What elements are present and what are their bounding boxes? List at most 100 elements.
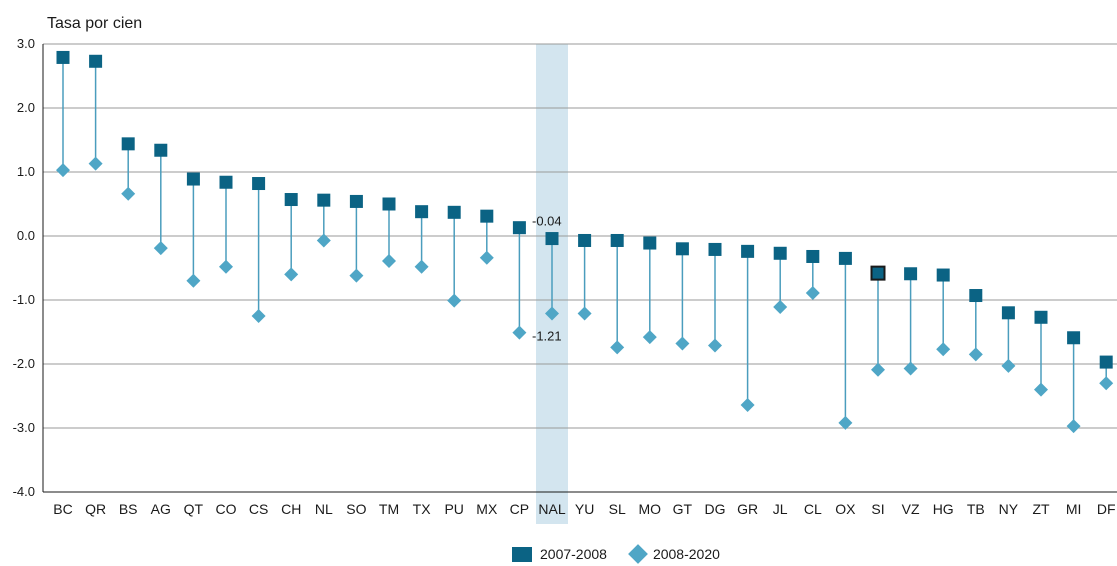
y-tick-label: -2.0	[13, 356, 35, 371]
marker-2007-2008	[773, 246, 787, 260]
marker-2007-2008	[708, 242, 722, 256]
marker-2007-2008	[1099, 355, 1113, 369]
x-tick-label: AG	[151, 501, 171, 517]
marker-2008-2020	[577, 306, 592, 321]
y-tick-label: 0.0	[17, 228, 35, 243]
marker-2007-2008	[578, 233, 592, 247]
marker-2007-2008	[969, 289, 983, 303]
y-tick-label: 1.0	[17, 164, 35, 179]
stems	[62, 57, 1107, 427]
marker-2008-2020	[414, 259, 429, 274]
x-tick-label: VZ	[902, 501, 920, 517]
x-tick-label: SL	[609, 501, 626, 517]
marker-2008-2020	[936, 342, 951, 357]
marker-2008-2020	[121, 186, 136, 201]
x-tick-label: NAL	[538, 501, 565, 517]
marker-2007-2008	[415, 205, 429, 219]
marker-2007-2008	[904, 267, 918, 281]
x-tick-label: NL	[315, 501, 333, 517]
data-labels: -0.04 -1.21	[532, 214, 562, 344]
data-label: -0.04	[532, 214, 562, 229]
marker-2008-2020	[88, 156, 103, 171]
x-tick-label: MI	[1066, 501, 1082, 517]
marker-2008-2020	[773, 300, 788, 315]
marker-2007-2008	[382, 197, 396, 211]
marker-2007-2008	[1001, 306, 1015, 320]
marker-2007-2008	[317, 193, 331, 207]
marker-2008-2020	[56, 163, 70, 178]
x-tick-label: JL	[773, 501, 788, 517]
x-tick-label: SI	[871, 501, 884, 517]
x-tick-label: CS	[249, 501, 268, 517]
marker-2008-2020	[805, 285, 820, 300]
legend-item-2008-2020: 2008-2020	[627, 544, 720, 564]
legend: 2007-2008 2008-2020	[512, 544, 740, 564]
x-tick-label: QT	[184, 501, 204, 517]
x-tick-label: TB	[967, 501, 985, 517]
marker-2008-2020	[479, 250, 494, 265]
marker-2008-2020	[382, 253, 396, 268]
x-tick-label: GR	[737, 501, 758, 517]
x-tick-label: YU	[575, 501, 594, 517]
marker-2008-2020	[871, 362, 885, 377]
markers	[56, 50, 1114, 434]
x-tick-label: TM	[379, 501, 399, 517]
gridlines	[42, 43, 1117, 493]
y-tick-label: -4.0	[13, 484, 35, 499]
marker-2007-2008	[89, 54, 103, 68]
x-tick-label: DG	[705, 501, 726, 517]
y-tick-labels: 3.0 2.0 1.0 0.0 -1.0 -2.0 -3.0 -4.0	[13, 36, 35, 499]
marker-2008-2020	[284, 267, 299, 282]
x-tick-label: SO	[346, 501, 366, 517]
marker-2007-2008	[252, 177, 266, 191]
y-tick-label: -3.0	[13, 420, 35, 435]
x-tick-label: CL	[804, 501, 822, 517]
x-tick-label: CP	[510, 501, 529, 517]
x-tick-label: BC	[53, 501, 72, 517]
marker-2008-2020	[1001, 358, 1016, 373]
marker-2007-2008	[870, 265, 886, 281]
marker-2007-2008	[643, 236, 657, 250]
marker-2007-2008	[447, 205, 461, 219]
x-tick-label: QR	[85, 501, 106, 517]
x-tick-label: DF	[1097, 501, 1116, 517]
marker-2008-2020	[447, 293, 462, 308]
chart: Tasa por cien 3.0 2.0 1.0 0.0 -1.0 -2.0 -3.0 -4…	[13, 15, 1117, 524]
marker-2008-2020	[675, 336, 690, 351]
data-label: -1.21	[532, 329, 562, 344]
x-tick-label: TX	[413, 501, 432, 517]
marker-2008-2020	[153, 241, 168, 256]
marker-2007-2008	[545, 232, 559, 246]
x-tick-labels: BC QR BS AG QT CO CS CH NL SO TM TX PU MX CP NAL YU SL MO G…	[53, 501, 1115, 517]
x-tick-label: GT	[673, 501, 693, 517]
x-tick-label: MO	[639, 501, 662, 517]
marker-2007-2008	[219, 175, 233, 189]
marker-2007-2008	[121, 137, 135, 151]
marker-2008-2020	[642, 330, 657, 345]
y-tick-label: -1.0	[13, 292, 35, 307]
marker-2007-2008	[838, 251, 852, 265]
marker-2008-2020	[610, 340, 625, 355]
x-tick-label: CO	[216, 501, 237, 517]
marker-2007-2008	[675, 242, 689, 256]
x-tick-label: CH	[281, 501, 301, 517]
marker-2007-2008	[1067, 331, 1081, 345]
marker-2007-2008	[186, 172, 200, 186]
marker-2007-2008	[936, 268, 950, 282]
x-tick-label: MX	[476, 501, 498, 517]
legend-item-2007-2008: 2007-2008	[512, 546, 607, 562]
marker-2008-2020	[545, 306, 559, 321]
y-tick-label: 3.0	[17, 36, 35, 51]
marker-2008-2020	[968, 347, 983, 362]
marker-2007-2008	[806, 249, 820, 263]
marker-2007-2008	[512, 221, 526, 235]
marker-2008-2020	[512, 325, 527, 340]
x-tick-label: ZT	[1032, 501, 1050, 517]
legend-label-2008-2020: 2008-2020	[652, 546, 720, 562]
marker-2008-2020	[838, 415, 853, 430]
marker-2008-2020	[349, 268, 364, 283]
marker-2007-2008	[154, 143, 168, 157]
y-axis-title: Tasa por cien	[47, 15, 142, 32]
marker-2008-2020	[186, 273, 201, 288]
marker-2007-2008	[56, 50, 70, 64]
